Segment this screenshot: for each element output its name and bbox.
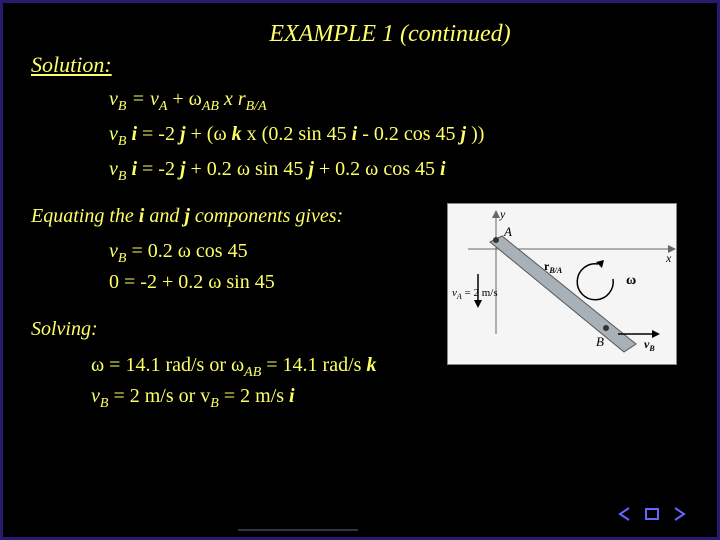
svg-text:vA = 2 m/s: vA = 2 m/s xyxy=(452,287,498,301)
solution-heading: Solution: xyxy=(31,52,689,78)
svg-text:rB/A: rB/A xyxy=(544,259,563,275)
equation-1: vB = vA + ωAB x rB/A xyxy=(109,84,689,117)
svg-text:y: y xyxy=(499,207,506,221)
footer-line xyxy=(238,529,358,531)
svg-text:vB: vB xyxy=(644,337,655,353)
equation-block: vB = vA + ωAB x rB/A vB i = -2 j + (ω k … xyxy=(109,84,689,187)
slide-container: EXAMPLE 1 (continued) Solution: vB = vA … xyxy=(0,0,720,540)
equation-2: vB i = -2 j + (ω k x (0.2 sin 45 i - 0.2… xyxy=(109,119,689,152)
svg-text:ω: ω xyxy=(626,273,636,288)
nav-prev-icon[interactable] xyxy=(615,505,637,523)
nav-stop-icon[interactable] xyxy=(641,505,663,523)
result-2: vB = 2 m/s or vB = 2 m/s i xyxy=(91,382,689,414)
nav-next-icon[interactable] xyxy=(667,505,689,523)
equation-3: vB i = -2 j + 0.2 ω sin 45 j + 0.2 ω cos… xyxy=(109,154,689,187)
svg-text:B: B xyxy=(596,334,604,349)
svg-text:A: A xyxy=(503,224,512,239)
kinematics-diagram: y x A B vA = 2 m/s rB/A ω vB xyxy=(447,203,677,365)
slide-title: EXAMPLE 1 (continued) xyxy=(31,21,689,48)
svg-text:x: x xyxy=(665,251,672,265)
nav-controls xyxy=(615,505,689,523)
